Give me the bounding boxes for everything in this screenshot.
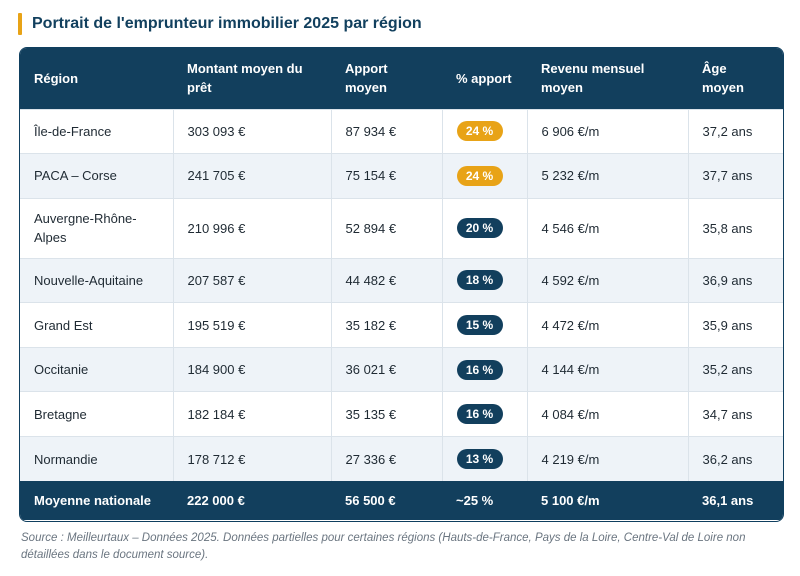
cell-pct-apport: 15 % <box>442 302 528 348</box>
cell-apport: 36 021 € <box>331 346 443 392</box>
cell-montant: 241 705 € <box>173 153 332 199</box>
header-revenu: Revenu mensuel moyen <box>527 48 688 109</box>
cell-age: 35,2 ans <box>688 346 783 392</box>
cell-apport: 44 482 € <box>331 257 443 303</box>
cell-montant: 210 996 € <box>173 197 332 259</box>
pct-apport-badge: 24 % <box>456 121 503 142</box>
cell-revenu: 4 219 €/m <box>527 436 689 482</box>
cell-revenu: 4 144 €/m <box>527 346 689 392</box>
table-row: Auvergne-Rhône-Alpes 210 996 €52 894 € 20 … <box>20 197 783 259</box>
footer-age: 36,1 ans <box>688 481 783 521</box>
footer-montant: 222 000 € <box>173 481 331 521</box>
cell-region: Auvergne-Rhône-Alpes <box>20 197 174 259</box>
cell-montant: 178 712 € <box>173 436 332 482</box>
cell-apport: 27 336 € <box>331 436 443 482</box>
cell-revenu: 6 906 €/m <box>527 108 689 154</box>
cell-pct-apport: 18 % <box>442 257 528 303</box>
pct-apport-badge: 18 % <box>456 270 503 291</box>
cell-montant: 184 900 € <box>173 346 332 392</box>
cell-revenu: 5 232 €/m <box>527 153 689 199</box>
data-table-card: Région Montant moyen du prêt Apport moye… <box>19 47 784 522</box>
page-title: Portrait de l'emprunteur immobilier 2025… <box>32 15 422 32</box>
table-row: Grand Est 195 519 €35 182 € 15 % 4 472 €/m 3… <box>20 302 783 348</box>
data-table: Région Montant moyen du prêt Apport moye… <box>20 48 783 521</box>
cell-montant: 195 519 € <box>173 302 332 348</box>
footer-revenu: 5 100 €/m <box>527 481 688 521</box>
footer-apport: 56 500 € <box>331 481 442 521</box>
cell-pct-apport: 24 % <box>442 108 528 154</box>
cell-montant: 207 587 € <box>173 257 332 303</box>
cell-age: 35,9 ans <box>688 302 783 348</box>
header-region: Région <box>20 48 173 109</box>
table-row: Bretagne 182 184 €35 135 € 16 % 4 084 €/m 34… <box>20 391 783 437</box>
cell-apport: 75 154 € <box>331 153 443 199</box>
cell-revenu: 4 592 €/m <box>527 257 689 303</box>
cell-apport: 35 135 € <box>331 391 443 437</box>
cell-pct-apport: 24 % <box>442 153 528 199</box>
header-apport: Apport moyen <box>331 48 442 109</box>
title-block: Portrait de l'emprunteur immobilier 2025… <box>18 12 422 36</box>
cell-apport: 35 182 € <box>331 302 443 348</box>
cell-age: 37,2 ans <box>688 108 783 154</box>
cell-region: Nouvelle-Aquitaine <box>20 257 174 303</box>
title-accent-bar <box>18 13 22 35</box>
cell-region: Île-de-France <box>20 108 174 154</box>
pct-apport-badge: 20 % <box>456 218 503 239</box>
cell-age: 35,8 ans <box>688 197 783 259</box>
table-row: Normandie 178 712 €27 336 € 13 % 4 219 €/m 3… <box>20 436 783 482</box>
cell-age: 37,7 ans <box>688 153 783 199</box>
cell-montant: 182 184 € <box>173 391 332 437</box>
pct-apport-badge: 13 % <box>456 449 503 470</box>
cell-apport: 87 934 € <box>331 108 443 154</box>
cell-region: Bretagne <box>20 391 174 437</box>
cell-age: 36,9 ans <box>688 257 783 303</box>
table-row: Nouvelle-Aquitaine 207 587 €44 482 € 18 % 4… <box>20 257 783 303</box>
cell-region: Occitanie <box>20 346 174 392</box>
cell-revenu: 4 084 €/m <box>527 391 689 437</box>
header-montant: Montant moyen du prêt <box>173 48 331 109</box>
pct-apport-badge: 24 % <box>456 165 503 186</box>
cell-revenu: 4 546 €/m <box>527 197 689 259</box>
table-row: PACA – Corse 241 705 €75 154 € 24 % 5 232 €… <box>20 153 783 199</box>
header-row: Région Montant moyen du prêt Apport moye… <box>20 48 783 109</box>
cell-apport: 52 894 € <box>331 197 443 259</box>
table-row: Île-de-France 303 093 €87 934 € 24 % 6 906 … <box>20 108 783 154</box>
cell-region: Grand Est <box>20 302 174 348</box>
table-row: Occitanie 184 900 €36 021 € 16 % 4 144 €/m 3… <box>20 346 783 392</box>
cell-montant: 303 093 € <box>173 108 332 154</box>
pct-apport-badge: 16 % <box>456 359 503 380</box>
footer-row: Moyenne nationale 222 000 € 56 500 € ~25… <box>20 481 783 521</box>
cell-region: PACA – Corse <box>20 153 174 199</box>
table-body: Île-de-France 303 093 €87 934 € 24 % 6 906 … <box>20 108 783 482</box>
pct-apport-badge: 16 % <box>456 404 503 425</box>
header-pct-apport: % apport <box>442 48 527 109</box>
cell-revenu: 4 472 €/m <box>527 302 689 348</box>
cell-pct-apport: 13 % <box>442 436 528 482</box>
cell-age: 34,7 ans <box>688 391 783 437</box>
footer-pct: ~25 % <box>442 481 527 521</box>
header-age: Âge moyen <box>688 48 783 109</box>
cell-pct-apport: 16 % <box>442 391 528 437</box>
cell-pct-apport: 20 % <box>442 197 528 259</box>
cell-region: Normandie <box>20 436 174 482</box>
cell-pct-apport: 16 % <box>442 346 528 392</box>
source-note: Source : Meilleurtaux – Données 2025. Do… <box>21 532 746 561</box>
pct-apport-badge: 15 % <box>456 315 503 336</box>
footer-region: Moyenne nationale <box>20 481 173 521</box>
cell-age: 36,2 ans <box>688 436 783 482</box>
